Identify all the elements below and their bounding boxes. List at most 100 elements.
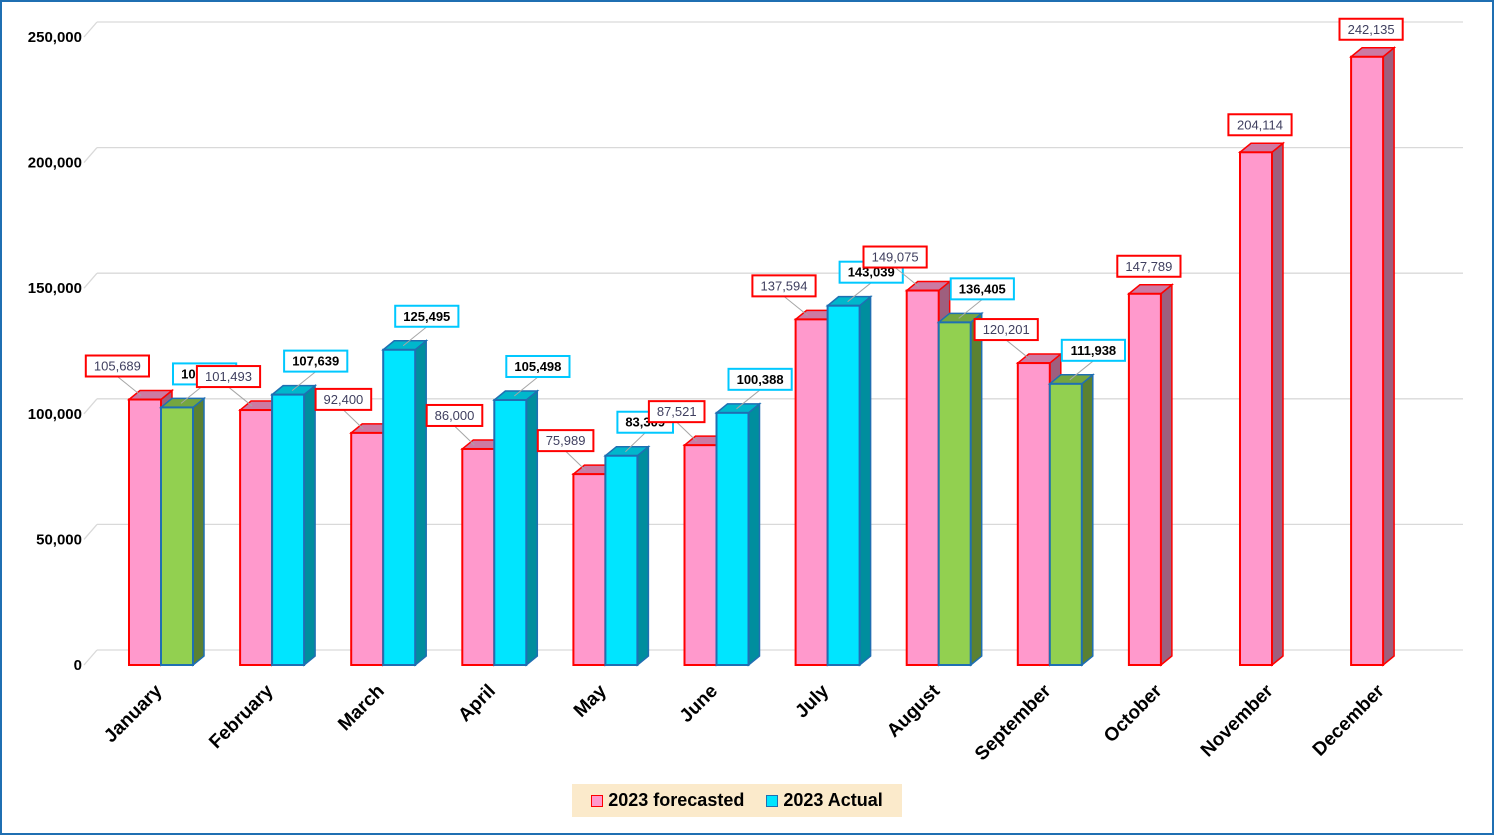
legend: 2023 forecasted 2023 Actual (572, 784, 902, 817)
data-label-forecasted-text: 92,400 (324, 392, 364, 407)
legend-label-forecasted: 2023 forecasted (608, 790, 745, 810)
gridline-depth (83, 147, 98, 164)
bar-actual-side (303, 384, 316, 667)
gridline-depth (83, 398, 98, 415)
data-label-forecasted-box (1116, 254, 1182, 278)
data-label-forecasted: 149,075 (862, 245, 928, 287)
bar-forecasted-front (239, 409, 274, 666)
data-label-forecasted-leader (343, 409, 364, 430)
data-label-actual-leader (625, 432, 646, 453)
data-label-forecasted-box (647, 400, 706, 424)
data-label-forecasted-box (425, 403, 484, 427)
gridline-depth (83, 272, 98, 289)
y-tick-label: 250,000 (28, 29, 82, 46)
bar-forecasted-front (1350, 55, 1385, 666)
x-tick-label: March (334, 681, 388, 735)
bar-actual-front (826, 304, 861, 666)
bar-actual-front (160, 406, 194, 666)
bar-forecasted-front (683, 444, 718, 666)
data-label-forecasted-box (751, 274, 817, 298)
bar-actual (1047, 373, 1095, 667)
bar-forecasted-front (794, 318, 829, 666)
bar-forecasted (1126, 283, 1175, 667)
y-tick-label: 0 (74, 657, 82, 674)
bar-forecasted-side (1382, 46, 1395, 667)
bar-actual-front (937, 321, 972, 666)
x-tick-label: February (205, 680, 278, 753)
bar-forecasted (1348, 46, 1397, 667)
bar-actual-side (636, 445, 650, 667)
data-label-actual-text: 111,938 (1071, 343, 1117, 358)
legend-item-forecasted: 2023 forecasted (591, 790, 744, 811)
bar-actual-side (969, 311, 983, 667)
data-label-forecasted-box (1338, 17, 1404, 41)
data-label-forecasted-box (314, 387, 373, 411)
data-label-forecasted-leader (894, 267, 920, 287)
data-label-forecasted: 86,000 (425, 403, 484, 446)
data-label-actual-box (1060, 338, 1127, 362)
data-label-actual-leader (1069, 360, 1094, 381)
legend-item-actual: 2023 Actual (766, 790, 883, 811)
x-tick-label: November (1197, 680, 1278, 761)
data-label-actual-text: 105,498 (514, 359, 561, 374)
bar-actual-side (858, 295, 872, 667)
data-label-forecasted: 75,989 (536, 429, 595, 471)
bar-actual-side (414, 339, 427, 667)
x-tick-label: October (1100, 680, 1167, 747)
x-tick-label: December (1309, 680, 1389, 760)
data-label-forecasted: 105,689 (84, 354, 151, 396)
data-label-actual-box (949, 277, 1015, 301)
data-label-forecasted: 87,521 (647, 400, 706, 442)
bar-actual (603, 445, 651, 667)
data-label-forecasted-box (862, 245, 928, 269)
data-label-forecasted-text: 86,000 (435, 408, 475, 423)
bar-actual-front (382, 348, 417, 666)
data-label-actual-text: 107,639 (292, 354, 339, 369)
bar-forecasted-side (1160, 283, 1173, 667)
data-label-actual-text: 100,388 (737, 372, 784, 387)
bar-forecasted-front (1127, 292, 1162, 666)
bar-actual (936, 311, 984, 667)
data-label-actual: 107,639 (283, 349, 349, 392)
data-label-forecasted-text: 87,521 (657, 404, 697, 419)
data-label-actual-leader (513, 376, 539, 397)
data-label-forecasted-leader (783, 295, 808, 316)
data-label-actual: 111,938 (1060, 338, 1127, 381)
y-tick-label: 200,000 (28, 155, 82, 172)
data-label-forecasted-leader (676, 421, 697, 442)
data-label-actual-leader (958, 298, 983, 319)
data-label-actual-leader (847, 282, 872, 303)
bar-forecasted-front (128, 398, 162, 666)
data-label-actual: 125,495 (394, 304, 460, 347)
x-tick-label: June (676, 681, 722, 727)
gridline-depth (83, 21, 98, 38)
bar-actual-front (271, 393, 306, 666)
data-label-forecasted-text: 204,114 (1237, 117, 1283, 132)
data-label-actual-box (283, 349, 349, 373)
bar-actual (269, 384, 318, 667)
x-tick-label: July (791, 680, 833, 722)
data-label-forecasted-box (1227, 113, 1293, 137)
data-label-forecasted-text: 101,493 (205, 369, 252, 384)
data-label-forecasted-box (973, 318, 1039, 342)
data-label-actual-text: 136,405 (959, 281, 1006, 296)
data-label-forecasted-leader (1005, 339, 1031, 360)
data-label-forecasted-text: 147,789 (1125, 259, 1172, 274)
data-label-forecasted-text: 120,201 (983, 322, 1030, 337)
x-tick-label: January (100, 680, 167, 747)
data-label-forecasted: 242,135 (1338, 17, 1404, 41)
gridline-depth (83, 649, 98, 666)
bar-forecasted-side (1271, 141, 1284, 667)
bar-actual (714, 402, 762, 667)
data-label-forecasted-leader (228, 386, 253, 407)
bar-actual (492, 389, 540, 667)
bar-actual (381, 339, 429, 667)
bar-actual-front (493, 398, 528, 666)
bar-actual (158, 396, 207, 667)
data-label-forecasted-leader (565, 450, 586, 471)
bar-actual-side (1081, 373, 1094, 667)
bar-forecasted-front (1016, 362, 1051, 666)
bar-actual-front (1048, 382, 1083, 666)
data-label-actual-box (727, 367, 793, 391)
